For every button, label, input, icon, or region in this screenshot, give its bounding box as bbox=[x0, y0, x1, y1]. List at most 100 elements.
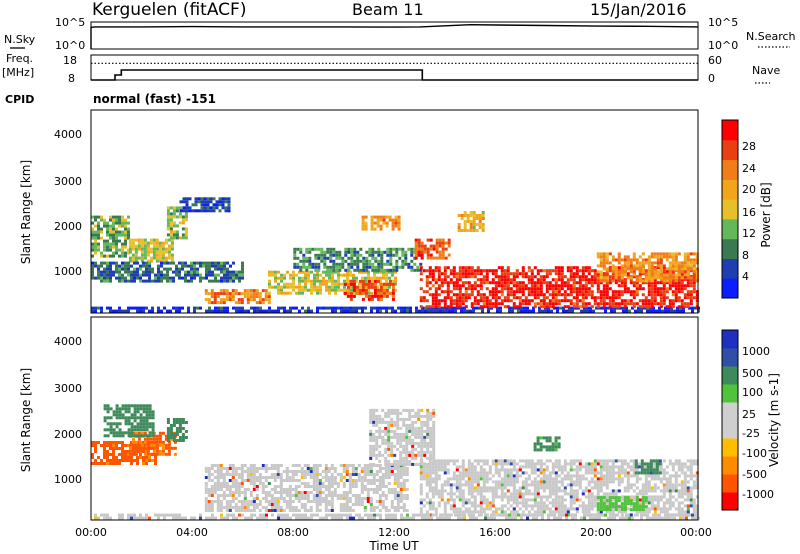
power-ytick-2000: 2000 bbox=[54, 220, 82, 233]
heat-cell bbox=[381, 441, 385, 445]
heat-cell bbox=[264, 467, 268, 470]
heat-cell bbox=[121, 444, 124, 447]
heat-cell bbox=[402, 467, 406, 470]
heat-cell bbox=[518, 459, 522, 463]
heat-cell bbox=[360, 503, 364, 506]
heat-cell bbox=[346, 309, 349, 313]
heat-cell bbox=[476, 293, 480, 297]
heat-cell bbox=[148, 413, 152, 417]
heat-cell bbox=[128, 443, 132, 447]
heat-cell bbox=[638, 287, 642, 291]
heat-cell bbox=[605, 287, 609, 291]
heat-cell bbox=[402, 420, 406, 424]
heat-cell bbox=[276, 470, 280, 473]
heat-cell bbox=[626, 258, 630, 262]
heat-cell bbox=[653, 296, 657, 300]
heat-cell bbox=[172, 221, 176, 225]
heat-cell bbox=[632, 267, 636, 271]
noise-right-tick-bottom: 10^0 bbox=[708, 39, 738, 52]
freq-line-layer bbox=[91, 62, 698, 81]
heat-cell bbox=[184, 436, 188, 439]
heat-region bbox=[91, 306, 700, 313]
heat-cell bbox=[91, 456, 94, 459]
heat-cell bbox=[414, 441, 418, 445]
heat-cell bbox=[172, 279, 175, 283]
heat-cell bbox=[417, 253, 421, 257]
heat-cell bbox=[273, 503, 277, 506]
heat-cell bbox=[225, 289, 229, 293]
heat-cell bbox=[121, 279, 124, 283]
heat-cell bbox=[166, 209, 170, 213]
heat-cell bbox=[187, 270, 190, 274]
heat-cell bbox=[467, 462, 471, 466]
heat-cell bbox=[312, 467, 316, 470]
heat-cell bbox=[452, 510, 456, 514]
heat-cell bbox=[461, 272, 465, 276]
heat-cell bbox=[374, 265, 378, 269]
heat-cell bbox=[659, 270, 663, 274]
heat-cell bbox=[470, 269, 474, 273]
heat-cell bbox=[467, 468, 471, 472]
heat-cell bbox=[554, 465, 558, 469]
heat-cell bbox=[268, 279, 271, 283]
heat-cell bbox=[491, 504, 495, 508]
heat-cell bbox=[536, 287, 540, 291]
heat-cell bbox=[650, 264, 654, 268]
heat-cell bbox=[423, 423, 427, 427]
heat-cell bbox=[423, 441, 427, 445]
heat-cell bbox=[382, 285, 385, 289]
heat-cell bbox=[614, 281, 618, 285]
heat-cell bbox=[225, 470, 229, 473]
heat-cell bbox=[372, 506, 376, 509]
heat-cell bbox=[437, 501, 441, 505]
heat-cell bbox=[587, 269, 591, 273]
heat-cell bbox=[338, 265, 342, 269]
heat-cell bbox=[351, 509, 355, 512]
heat-cell bbox=[178, 206, 182, 210]
heat-cell bbox=[369, 467, 373, 470]
heat-cell bbox=[677, 267, 681, 271]
heat-cell bbox=[530, 483, 534, 487]
heat-cell bbox=[695, 261, 699, 265]
heat-cell bbox=[491, 459, 495, 463]
heat-cell bbox=[458, 474, 462, 478]
heat-cell bbox=[539, 459, 543, 463]
heat-cell bbox=[273, 488, 277, 491]
heat-cell bbox=[674, 281, 678, 285]
heat-cell bbox=[387, 462, 391, 466]
heat-cell bbox=[367, 297, 371, 301]
heat-cell bbox=[353, 262, 357, 266]
heat-cell bbox=[497, 302, 501, 306]
heat-cell bbox=[377, 247, 381, 251]
heat-cell bbox=[527, 293, 531, 297]
heat-cell bbox=[295, 291, 298, 295]
heat-cell bbox=[115, 441, 118, 444]
heat-cell bbox=[419, 477, 423, 481]
heat-cell bbox=[124, 407, 128, 411]
heat-cell bbox=[647, 305, 651, 309]
heat-cell bbox=[533, 305, 537, 309]
heat-cell bbox=[157, 264, 160, 268]
heat-cell bbox=[372, 447, 376, 451]
heat-cell bbox=[542, 293, 546, 297]
heat-cell bbox=[455, 302, 459, 306]
heat-cell bbox=[695, 258, 699, 262]
heat-cell bbox=[511, 309, 514, 313]
heat-cell bbox=[237, 473, 241, 476]
heat-cell bbox=[662, 290, 666, 294]
heat-cell bbox=[414, 435, 418, 439]
heat-cell bbox=[656, 287, 660, 291]
heat-cell bbox=[402, 494, 406, 497]
heat-cell bbox=[121, 264, 124, 268]
heat-cell bbox=[379, 297, 383, 301]
heat-cell bbox=[379, 306, 382, 310]
heat-cell bbox=[118, 306, 121, 310]
heat-cell bbox=[175, 439, 179, 442]
heat-cell bbox=[417, 244, 421, 248]
heat-cell bbox=[213, 488, 217, 491]
heat-cell bbox=[524, 480, 528, 484]
heat-cell bbox=[121, 416, 125, 420]
heat-cell bbox=[411, 441, 415, 445]
heat-cell bbox=[557, 302, 561, 306]
heat-cell bbox=[246, 479, 250, 482]
